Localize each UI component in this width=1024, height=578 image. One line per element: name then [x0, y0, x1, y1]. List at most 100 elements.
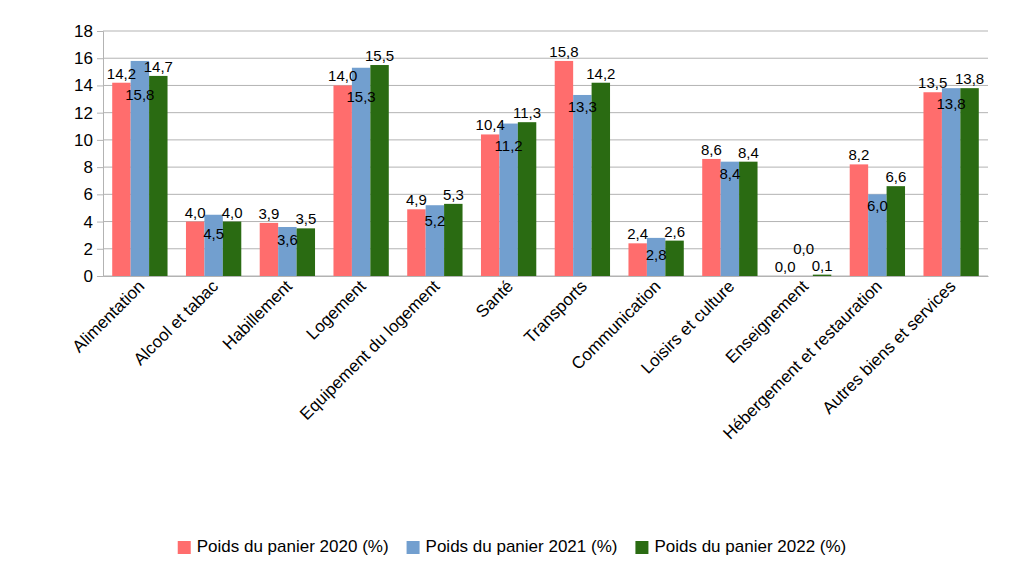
- tick-mark: [97, 276, 103, 277]
- legend-label: Poids du panier 2021 (%): [426, 537, 618, 556]
- tick: 10: [74, 131, 103, 150]
- data-label: 14,2: [107, 65, 136, 82]
- data-label: 14,7: [144, 58, 173, 75]
- tick-label: Santé: [472, 277, 517, 322]
- data-label: 3,5: [295, 210, 316, 227]
- data-label: 11,3: [513, 104, 541, 121]
- bar: [223, 222, 241, 276]
- bar: [260, 223, 278, 276]
- tick: Alimentation: [69, 277, 149, 357]
- bar: [555, 61, 573, 276]
- tick-mark: [97, 113, 103, 114]
- tick: 2: [84, 240, 103, 259]
- data-label: 14,2: [586, 65, 615, 82]
- data-label: 15,8: [125, 86, 154, 103]
- legend-item: Poids du panier 2022 (%): [635, 537, 846, 556]
- data-label: 0,0: [793, 240, 814, 257]
- data-label: 6,6: [885, 168, 906, 185]
- data-label: 13,8: [937, 95, 966, 112]
- data-label: 14,0: [328, 67, 357, 84]
- bar: [407, 209, 425, 276]
- data-label: 11,2: [495, 137, 523, 154]
- bar: [887, 186, 905, 276]
- data-label: 5,3: [443, 186, 464, 203]
- data-label: 4,5: [203, 225, 224, 242]
- data-label: 13,8: [955, 70, 984, 87]
- axis-line: [104, 276, 989, 277]
- data-label: 6,0: [867, 197, 888, 214]
- data-label: 15,5: [365, 47, 394, 64]
- tick-label: Hébergement et restauration: [719, 277, 885, 443]
- grid-line: [103, 58, 988, 59]
- bar: [149, 76, 167, 276]
- bar: [813, 275, 831, 276]
- tick: 8: [84, 158, 103, 177]
- bar: [776, 276, 794, 277]
- tick: 14: [74, 76, 103, 95]
- tick: 16: [74, 49, 103, 68]
- y-axis: 0 2 4 6 8 10 12 14 16 18: [74, 22, 103, 286]
- tick-label: Logement: [303, 277, 370, 344]
- bar: [628, 243, 646, 276]
- tick: 18: [74, 22, 103, 41]
- legend-swatch: [178, 541, 191, 554]
- tick: Hébergement et restauration: [719, 277, 885, 443]
- data-label: 2,8: [646, 246, 667, 263]
- legend: Poids du panier 2020 (%) Poids du panier …: [178, 537, 847, 556]
- tick-mark: [97, 167, 103, 168]
- tick: Transports: [520, 277, 590, 347]
- bar: [186, 222, 204, 276]
- bar: [112, 83, 130, 276]
- bars: [112, 61, 979, 276]
- legend-swatch: [407, 541, 420, 554]
- tick-label: 6: [84, 185, 93, 204]
- bar: [942, 88, 960, 276]
- tick-mark: [97, 31, 103, 32]
- legend-item: Poids du panier 2020 (%): [178, 537, 389, 556]
- tick: 0: [84, 267, 103, 286]
- tick: 12: [74, 104, 103, 123]
- data-label: 4,0: [185, 204, 206, 221]
- tick-label: Alimentation: [69, 277, 149, 357]
- bar: [702, 159, 720, 276]
- legend-label: Poids du panier 2022 (%): [654, 537, 846, 556]
- tick-mark: [97, 249, 103, 250]
- data-label: 10,4: [476, 116, 505, 133]
- tick: 6: [84, 185, 103, 204]
- tick-label: 0: [84, 267, 93, 286]
- tick-label: 4: [84, 212, 93, 231]
- tick-mark: [97, 58, 103, 59]
- tick: Autres biens et services: [819, 277, 960, 418]
- data-label: 2,4: [627, 225, 648, 242]
- data-label: 4,0: [222, 204, 243, 221]
- grid: [103, 31, 988, 276]
- data-label: 8,4: [738, 144, 759, 161]
- legend-label: Poids du panier 2020 (%): [197, 537, 389, 556]
- data-label: 4,9: [406, 191, 427, 208]
- data-label: 13,5: [918, 74, 947, 91]
- data-label: 15,8: [549, 43, 578, 60]
- tick-label: Equipement du logement: [296, 277, 443, 424]
- legend-swatch: [635, 541, 648, 554]
- tick-label: 12: [74, 104, 93, 123]
- grid-line: [103, 139, 988, 140]
- data-label: 2,6: [664, 223, 685, 240]
- tick: Alcool et tabac: [130, 276, 223, 369]
- data-label: 0,1: [812, 257, 833, 274]
- bar: [794, 276, 812, 277]
- bar: [850, 164, 868, 276]
- tick-mark: [97, 85, 103, 86]
- tick-label: 18: [74, 22, 93, 41]
- tick-label: 14: [74, 76, 93, 95]
- tick-label: 2: [84, 240, 93, 259]
- data-label: 8,2: [849, 146, 870, 163]
- data-label: 0,0: [775, 258, 796, 275]
- tick: Loisirs et culture: [637, 277, 738, 378]
- data-labels: 14,215,814,74,04,54,03,93,63,514,015,315…: [107, 43, 984, 275]
- data-label: 8,6: [701, 141, 722, 158]
- tick-label: Loisirs et culture: [637, 277, 738, 378]
- tick-label: 8: [84, 158, 93, 177]
- data-label: 3,9: [259, 205, 280, 222]
- tick-label: 10: [74, 131, 93, 150]
- tick: Santé: [472, 277, 517, 322]
